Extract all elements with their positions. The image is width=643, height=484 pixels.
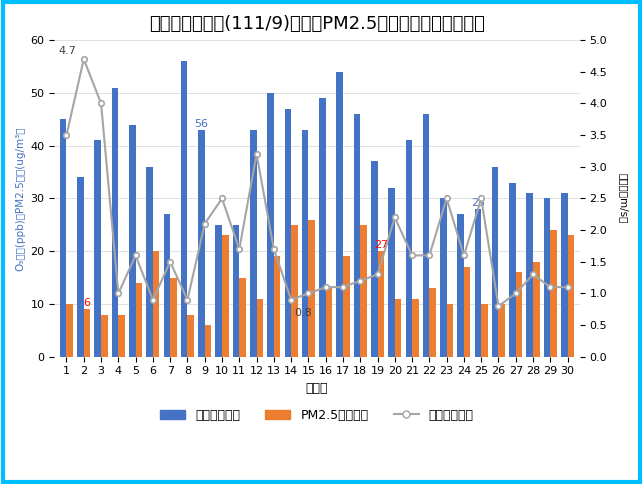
Bar [498, 304, 505, 357]
Bar [440, 198, 447, 357]
Bar [66, 304, 73, 357]
Bar [239, 278, 246, 357]
Bar [343, 257, 350, 357]
Bar [60, 119, 66, 357]
Bar [371, 162, 377, 357]
Text: 4.7: 4.7 [59, 45, 77, 56]
Text: 6: 6 [84, 299, 91, 308]
Bar [84, 309, 91, 357]
Bar [309, 220, 315, 357]
Bar [457, 214, 464, 357]
Bar [336, 72, 343, 357]
Bar [533, 262, 539, 357]
Bar [250, 130, 257, 357]
Bar [568, 235, 574, 357]
Bar [550, 230, 557, 357]
Bar [291, 225, 298, 357]
Bar [395, 299, 401, 357]
Bar [302, 130, 309, 357]
Bar [354, 114, 360, 357]
Bar [147, 167, 153, 357]
Text: 27: 27 [374, 241, 388, 250]
Text: 25: 25 [471, 198, 485, 208]
Bar [464, 267, 471, 357]
Bar [360, 225, 367, 357]
Bar [447, 304, 453, 357]
Bar [153, 251, 159, 357]
Bar [112, 88, 118, 357]
Bar [481, 304, 488, 357]
Bar [95, 140, 101, 357]
Bar [204, 325, 212, 357]
Bar [319, 98, 326, 357]
Bar [544, 198, 550, 357]
Bar [516, 272, 522, 357]
Bar [233, 225, 239, 357]
Bar [377, 251, 384, 357]
Y-axis label: 風　速（m/s）: 風 速（m/s） [618, 173, 628, 224]
Bar [188, 315, 194, 357]
Title: 環保署彰化測站(111/9)臭氧、PM2.5與風速日平均值趨勢圖: 環保署彰化測站(111/9)臭氧、PM2.5與風速日平均值趨勢圖 [149, 15, 485, 33]
Bar [412, 299, 419, 357]
Bar [222, 235, 228, 357]
Bar [118, 315, 125, 357]
Bar [181, 61, 188, 357]
Bar [77, 177, 84, 357]
X-axis label: 日　期: 日 期 [306, 382, 329, 395]
Bar [527, 193, 533, 357]
Bar [423, 114, 430, 357]
Bar [509, 182, 516, 357]
Bar [406, 140, 412, 357]
Bar [430, 288, 436, 357]
Text: 0.8: 0.8 [294, 308, 312, 318]
Bar [198, 130, 204, 357]
Bar [257, 299, 263, 357]
Legend: 臭氧日平均値, PM2.5日平均値, 風速日平均値: 臭氧日平均値, PM2.5日平均値, 風速日平均値 [156, 404, 478, 426]
Bar [388, 188, 395, 357]
Y-axis label: O₃濃度(ppb)、PM2.5蛲度(ug/m³）: O₃濃度(ppb)、PM2.5蛲度(ug/m³） [15, 126, 25, 271]
Bar [215, 225, 222, 357]
Bar [267, 93, 274, 357]
Bar [285, 109, 291, 357]
Bar [136, 283, 142, 357]
Bar [274, 257, 280, 357]
Text: 56: 56 [194, 119, 208, 129]
Bar [492, 167, 498, 357]
Bar [561, 193, 568, 357]
Bar [326, 288, 332, 357]
Bar [475, 209, 481, 357]
Bar [170, 278, 177, 357]
Bar [163, 214, 170, 357]
Bar [101, 315, 107, 357]
Bar [129, 124, 136, 357]
